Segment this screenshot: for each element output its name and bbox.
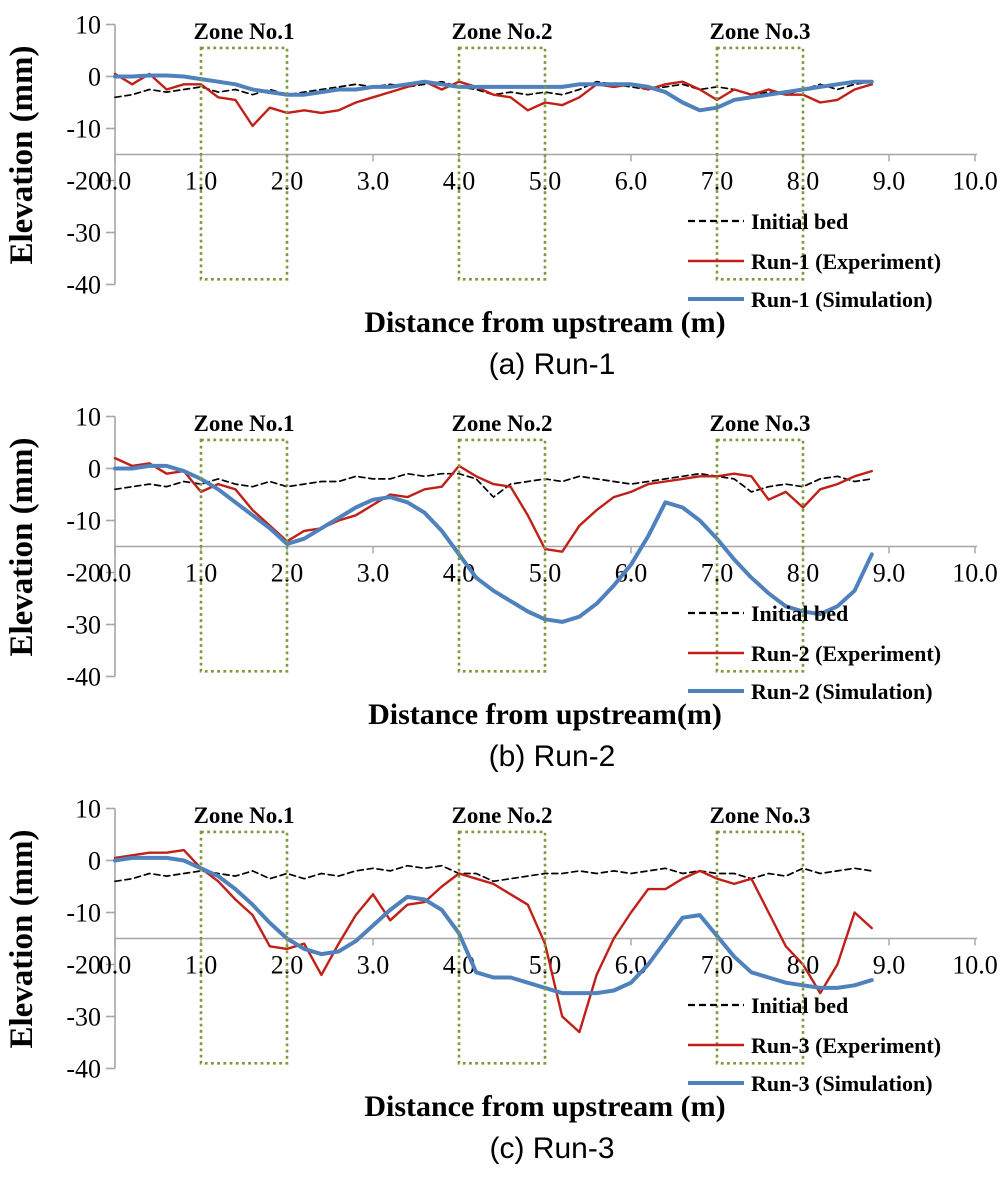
chart-caption-run-1: (a) Run-1 [488, 348, 616, 381]
zone-box-3 [715, 830, 805, 1065]
chart-run-3: 10 0 -10 -20 -30 -40 0.0 1.0 2.0 3.0 4.0 5.0 6.0 7.0 8… [0, 788, 1008, 1166]
y-axis-tick-label: 0 [88, 455, 101, 484]
zone-box-1 [199, 46, 289, 281]
legend-item: Run-1 (Experiment) [688, 249, 941, 274]
zone-label-1: Zone No.1 [194, 803, 295, 828]
y-axis-tick-label: 10 [75, 403, 101, 432]
series-line-run-2-simulation- [113, 463, 874, 624]
y-axis-tick-label: -30 [66, 1003, 101, 1032]
zone-box-2 [457, 830, 547, 1065]
legend-item: Run-2 (Simulation) [688, 679, 933, 704]
y-axis-tick-label: 10 [75, 11, 101, 40]
zone-label-2: Zone No.2 [452, 19, 553, 44]
x-axis-tick-label: 0.0 [99, 951, 132, 980]
legend-item: Initial bed [688, 209, 848, 234]
x-axis-tick-label: 9.0 [873, 951, 906, 980]
series-line-run-1-simulation- [113, 73, 874, 113]
y-axis-title: Elevation (mm) [4, 45, 40, 264]
legend-item: Initial bed [688, 993, 848, 1018]
y-axis-tick-label: -10 [66, 899, 101, 928]
x-axis-tick-label: 0.0 [99, 559, 132, 588]
chart-run-1: 10 0 -10 -20 -30 -40 0.0 1.0 2.0 3.0 4.0 5.0 6.0 7.0 8… [0, 4, 1008, 382]
legend-item: Initial bed [688, 601, 848, 626]
y-axis-tick-label: -10 [66, 115, 101, 144]
zone-label-3: Zone No.3 [710, 411, 811, 436]
zone-label-2: Zone No.2 [452, 411, 553, 436]
legend-item: Run-2 (Experiment) [688, 641, 941, 666]
chart-canvas-run-1: 100-10-20-30-400.0 1.0 2.0 3.0 4.0 5.0 6.0 7.0 8… [4, 11, 998, 313]
series-line-run-3-experiment- [113, 848, 873, 1034]
zone-label-1: Zone No.1 [194, 19, 295, 44]
x-axis-tick-label: 10.0 [952, 559, 998, 588]
zone-box-3 [715, 438, 805, 673]
x-axis-tick-label: 6.0 [615, 167, 648, 196]
legend-label: Initial bed [751, 993, 848, 1018]
legend-item: Run-1 (Simulation) [688, 287, 933, 312]
legend-item: Run-3 (Experiment) [688, 1033, 941, 1058]
zone-label-3: Zone No.3 [710, 803, 811, 828]
y-axis-title: Elevation (mm) [4, 829, 40, 1048]
x-axis-title-run-1: Distance from upstream (m) [364, 306, 726, 339]
zone-box-1 [199, 438, 289, 673]
y-axis-tick-label: 10 [75, 795, 101, 824]
zone-label-1: Zone No.1 [194, 411, 295, 436]
x-axis-tick-label: 6.0 [615, 951, 648, 980]
series-line-run-3-simulation- [113, 855, 874, 996]
legend-label: Initial bed [751, 601, 848, 626]
zone-box-2 [457, 438, 547, 673]
x-axis-tick-label: 3.0 [357, 951, 390, 980]
x-axis-tick-label: 3.0 [357, 559, 390, 588]
x-axis-title-run-2: Distance from upstream(m) [368, 698, 722, 731]
zone-label-2: Zone No.2 [452, 803, 553, 828]
y-axis-tick-label: -20 [66, 559, 101, 588]
legend-label: Run-1 (Simulation) [751, 287, 933, 312]
legend-label: Initial bed [751, 209, 848, 234]
y-axis-tick-label: -40 [66, 1055, 101, 1084]
legend-label: Run-1 (Experiment) [751, 249, 941, 274]
zone-box-3 [715, 46, 805, 281]
chart-run-2: 10 0 -10 -20 -30 -40 0.0 1.0 2.0 3.0 4.0 5.0 6.0 7.0 8… [0, 396, 1008, 774]
x-axis-tick-label: 0.0 [99, 167, 132, 196]
x-axis-tick-label: 3.0 [357, 167, 390, 196]
y-axis-tick-label: -10 [66, 507, 101, 536]
y-axis-tick-label: -30 [66, 611, 101, 640]
series-line-run-1-experiment- [113, 72, 873, 128]
legend-label: Run-3 (Simulation) [751, 1071, 933, 1096]
legend-label: Run-2 (Simulation) [751, 679, 933, 704]
y-axis-tick-label: 0 [88, 63, 101, 92]
y-axis-tick-label: -40 [66, 663, 101, 692]
legend-label: Run-3 (Experiment) [751, 1033, 941, 1058]
zone-box-2 [457, 46, 547, 281]
y-axis-title: Elevation (mm) [4, 437, 40, 656]
y-axis-tick-label: -20 [66, 167, 101, 196]
series-line-initial-bed [114, 472, 873, 498]
chart-caption-run-2: (b) Run-2 [488, 740, 616, 773]
chart-caption-run-3: (c) Run-3 [489, 1132, 615, 1165]
x-axis-tick-label: 9.0 [873, 167, 906, 196]
series-line-run-2-experiment- [113, 456, 873, 553]
zone-box-1 [199, 830, 289, 1065]
chart-canvas-run-3: 100-10-20-30-400.0 1.0 2.0 3.0 4.0 5.0 6.0 7.0 8… [4, 795, 998, 1097]
y-axis-tick-label: -30 [66, 219, 101, 248]
legend-item: Run-3 (Simulation) [688, 1071, 933, 1096]
y-axis-tick-label: -20 [66, 951, 101, 980]
y-axis-tick-label: -40 [66, 271, 101, 300]
y-axis-tick-label: 0 [88, 847, 101, 876]
x-axis-title-run-3: Distance from upstream (m) [364, 1090, 726, 1123]
series-line-initial-bed [114, 864, 873, 883]
legend-label: Run-2 (Experiment) [751, 641, 941, 666]
x-axis-tick-label: 10.0 [952, 951, 998, 980]
x-axis-tick-label: 10.0 [952, 167, 998, 196]
zone-label-3: Zone No.3 [710, 19, 811, 44]
x-axis-tick-label: 9.0 [873, 559, 906, 588]
chart-canvas-run-2: 100-10-20-30-400.0 1.0 2.0 3.0 4.0 5.0 6.0 7.0 8… [4, 403, 998, 705]
